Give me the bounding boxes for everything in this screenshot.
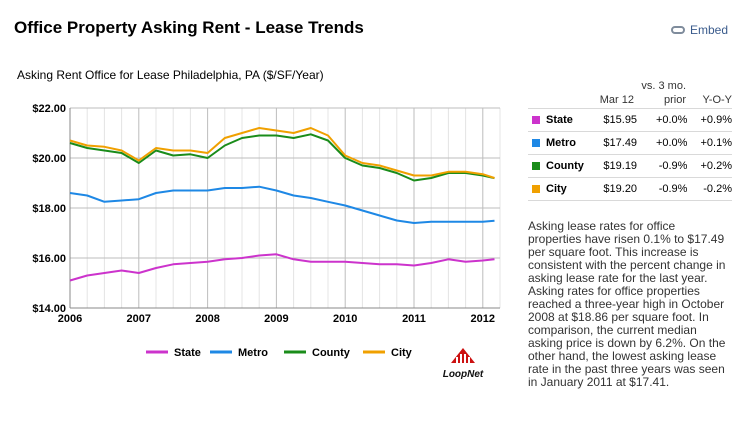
- row-vs3: -0.9%: [658, 183, 688, 195]
- header-vs-line1: vs. 3 mo.: [641, 80, 686, 92]
- chart-title: Asking Rent Office for Lease Philadelphi…: [17, 68, 324, 82]
- header-yoy: Y-O-Y: [702, 94, 732, 106]
- line-chart: $14.00 $16.00 $18.00 $20.00 $22.00 2006 2007 20…: [32, 103, 501, 359]
- legend-label-metro: Metro: [238, 347, 268, 359]
- x-tick-label: 2010: [333, 313, 357, 325]
- row-name: State: [546, 114, 573, 126]
- loopnet-logo-icon: [451, 348, 475, 363]
- table-row-city: City $19.20 -0.9% -0.2%: [528, 177, 732, 201]
- header-mar: Mar 12: [599, 94, 634, 106]
- header-vs-line2: prior: [663, 94, 686, 106]
- embed-label: Embed: [689, 23, 728, 37]
- row-vs3: +0.0%: [655, 114, 688, 126]
- row-value: $19.19: [603, 160, 638, 172]
- series-line-state: [69, 253, 495, 282]
- series-line-city: [69, 127, 495, 179]
- y-tick-label: $20.00: [32, 153, 66, 165]
- row-vs3: +0.0%: [655, 137, 688, 149]
- x-tick-label: 2009: [264, 313, 288, 325]
- x-tick-label: 2006: [58, 313, 82, 325]
- table-header: Mar 12 vs. 3 mo. prior Y-O-Y: [528, 76, 732, 108]
- x-tick-label: 2007: [127, 313, 151, 325]
- legend-label-county: County: [312, 347, 351, 359]
- x-tick-label: 2012: [471, 313, 495, 325]
- loopnet-logo: LoopNet: [441, 346, 485, 380]
- table-row-state: State $15.95 +0.0% +0.9%: [528, 108, 732, 131]
- legend-swatch: [532, 185, 540, 193]
- legend-swatch: [532, 162, 540, 170]
- legend-swatch: [532, 116, 540, 124]
- table-row-metro: Metro $17.49 +0.0% +0.1%: [528, 131, 732, 154]
- row-name: Metro: [546, 137, 576, 149]
- row-value: $17.49: [603, 137, 638, 149]
- legend-label-city: City: [391, 347, 413, 359]
- x-tick-label: 2008: [195, 313, 219, 325]
- series-line-county: [69, 133, 495, 182]
- row-yoy: +0.2%: [700, 160, 733, 172]
- description-text: Asking lease rates for office properties…: [528, 219, 726, 389]
- legend-label-state: State: [174, 347, 201, 359]
- table-row-county: County $19.19 -0.9% +0.2%: [528, 154, 732, 177]
- y-tick-label: $16.00: [32, 253, 66, 265]
- row-vs3: -0.9%: [658, 160, 688, 172]
- y-tick-label: $18.00: [32, 203, 66, 215]
- row-yoy: +0.9%: [700, 114, 733, 126]
- series-line-metro: [69, 185, 495, 224]
- y-tick-label: $22.00: [32, 103, 66, 115]
- row-value: $15.95: [603, 114, 638, 126]
- summary-table: Mar 12 vs. 3 mo. prior Y-O-Y State $15.95…: [528, 76, 732, 201]
- link-icon: [670, 26, 685, 34]
- row-yoy: -0.2%: [703, 183, 732, 195]
- page-title: Office Property Asking Rent - Lease Tren…: [14, 18, 364, 37]
- logo-text: LoopNet: [442, 369, 484, 380]
- row-yoy: +0.1%: [700, 137, 733, 149]
- legend-swatch: [532, 139, 540, 147]
- row-name: County: [546, 160, 584, 172]
- row-name: City: [546, 183, 567, 195]
- y-tick-label: $14.00: [32, 303, 66, 315]
- embed-link[interactable]: Embed: [670, 23, 728, 37]
- x-tick-label: 2011: [402, 313, 426, 325]
- row-value: $19.20: [603, 183, 638, 195]
